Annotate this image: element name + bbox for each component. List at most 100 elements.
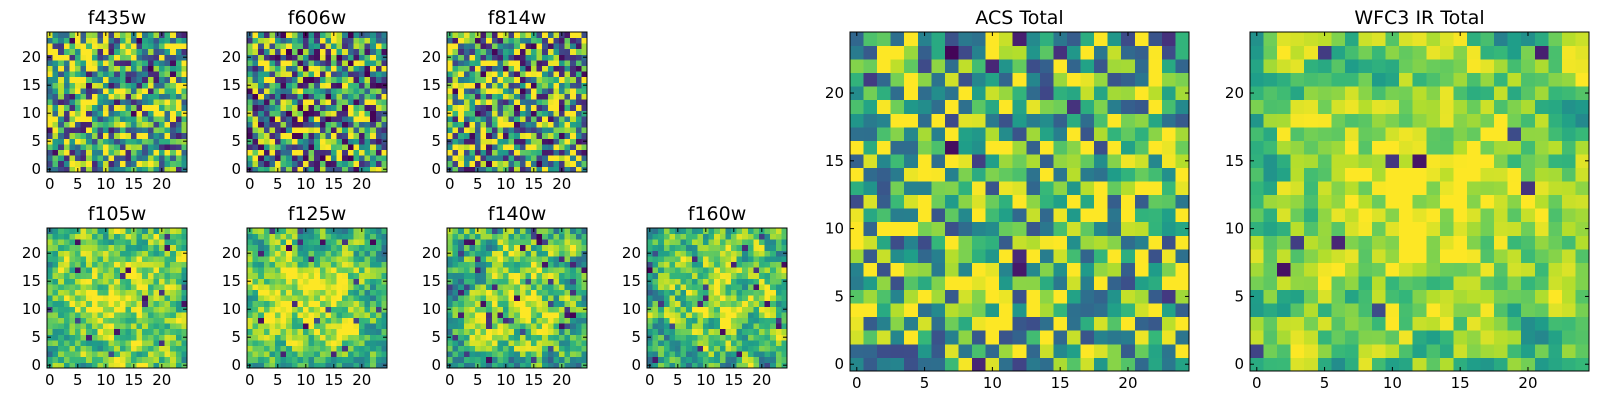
heatmap-cell — [697, 317, 704, 324]
heatmap-cell — [525, 43, 532, 50]
heatmap-cell — [669, 256, 676, 262]
heatmap-cell — [972, 248, 986, 263]
heatmap-cell — [286, 43, 293, 50]
heatmap-cell — [514, 166, 521, 173]
heatmap-cell — [303, 317, 309, 324]
heatmap-cell — [972, 276, 986, 291]
heatmap-cell — [514, 323, 521, 330]
heatmap-cell — [347, 54, 354, 61]
heatmap-cell — [370, 48, 377, 55]
heatmap-cell — [303, 272, 309, 279]
heatmap-cell — [736, 317, 743, 324]
heatmap-cell — [890, 181, 905, 196]
heatmap-cell — [691, 233, 698, 240]
heatmap-cell — [531, 160, 537, 167]
heatmap-cell — [985, 289, 1000, 304]
heatmap-cell — [759, 261, 765, 268]
heatmap-cell — [519, 295, 526, 302]
heatmap-cell — [170, 65, 177, 72]
heatmap-cell — [958, 276, 973, 291]
heatmap-cell — [944, 194, 959, 209]
heatmap-cell — [359, 306, 365, 313]
heatmap-cell — [525, 149, 532, 156]
heatmap-cell — [75, 127, 81, 134]
heatmap-cell — [80, 362, 87, 369]
heatmap-cell — [691, 261, 698, 268]
heatmap-cell — [553, 328, 560, 335]
heatmap-cell — [91, 239, 98, 246]
heatmap-cell — [703, 312, 709, 318]
heatmap-cell — [91, 312, 98, 318]
heatmap-cell — [691, 228, 698, 234]
heatmap-cell — [658, 317, 665, 324]
heatmap-cell — [719, 306, 726, 313]
heatmap-cell — [252, 250, 259, 257]
heatmap-cell — [764, 340, 771, 346]
heatmap-cell — [764, 317, 771, 324]
heatmap-cell — [1107, 167, 1122, 182]
heatmap-cell — [508, 144, 515, 150]
heatmap-cell — [669, 272, 676, 279]
heatmap-cell — [136, 317, 143, 324]
heatmap-cell — [575, 317, 582, 324]
heatmap-cell — [142, 272, 149, 279]
heatmap-cell — [742, 306, 749, 313]
heatmap-cell — [280, 166, 287, 173]
heatmap-cell — [131, 104, 137, 111]
heatmap-cell — [725, 306, 732, 313]
heatmap-cell — [486, 317, 493, 324]
heatmap-cell — [308, 312, 315, 318]
heatmap-cell — [663, 244, 670, 251]
heatmap-cell — [999, 208, 1014, 223]
heatmap-cell — [714, 289, 721, 296]
heatmap-cell — [80, 99, 87, 106]
heatmap-cell — [291, 76, 298, 83]
heatmap-cell — [314, 60, 321, 66]
heatmap-cell — [80, 261, 87, 268]
heatmap-cell — [775, 356, 782, 363]
heatmap-cell — [770, 267, 777, 274]
heatmap-cell — [703, 356, 709, 363]
heatmap-cell — [297, 244, 304, 251]
heatmap-cell — [514, 48, 521, 55]
heatmap-cell — [247, 65, 253, 72]
heatmap-cell — [125, 317, 132, 324]
heatmap-cell — [63, 104, 70, 111]
heatmap-cell — [75, 138, 81, 145]
heatmap-cell — [147, 32, 154, 38]
heatmap-cell — [153, 239, 160, 246]
heatmap-cell — [458, 323, 465, 330]
heatmap-cell — [1039, 330, 1054, 345]
heatmap-cell — [347, 356, 354, 363]
heatmap-cell — [142, 93, 149, 100]
heatmap-cell — [559, 334, 565, 341]
heatmap-cell — [447, 289, 453, 296]
heatmap-cell — [80, 250, 87, 257]
heatmap-cell — [497, 138, 504, 145]
heatmap-cell — [153, 312, 160, 318]
heatmap-cell — [458, 99, 465, 106]
y-tick-label: 15 — [222, 272, 241, 290]
heatmap-cell — [463, 60, 470, 66]
heatmap-cell — [80, 340, 87, 346]
heatmap-cell — [331, 121, 337, 128]
heatmap-cell — [553, 317, 560, 324]
heatmap-cell — [452, 93, 459, 100]
heatmap-cell — [508, 82, 515, 89]
heatmap-cell — [736, 239, 743, 246]
heatmap-cell — [353, 144, 360, 150]
heatmap-cell — [531, 340, 537, 346]
heatmap-cell — [575, 43, 582, 50]
heatmap-cell — [125, 261, 132, 268]
heatmap-cell — [103, 116, 109, 122]
y-tick-label: 15 — [422, 76, 441, 94]
heatmap-cell — [319, 127, 326, 134]
heatmap-cell — [103, 244, 109, 251]
heatmap-cell — [364, 323, 371, 330]
heatmap-cell — [275, 54, 281, 61]
heatmap-cell — [47, 71, 53, 78]
heatmap-cell — [863, 221, 878, 236]
heatmap-cell — [97, 71, 104, 78]
heatmap-cell — [475, 65, 481, 72]
heatmap-cell — [503, 272, 509, 279]
